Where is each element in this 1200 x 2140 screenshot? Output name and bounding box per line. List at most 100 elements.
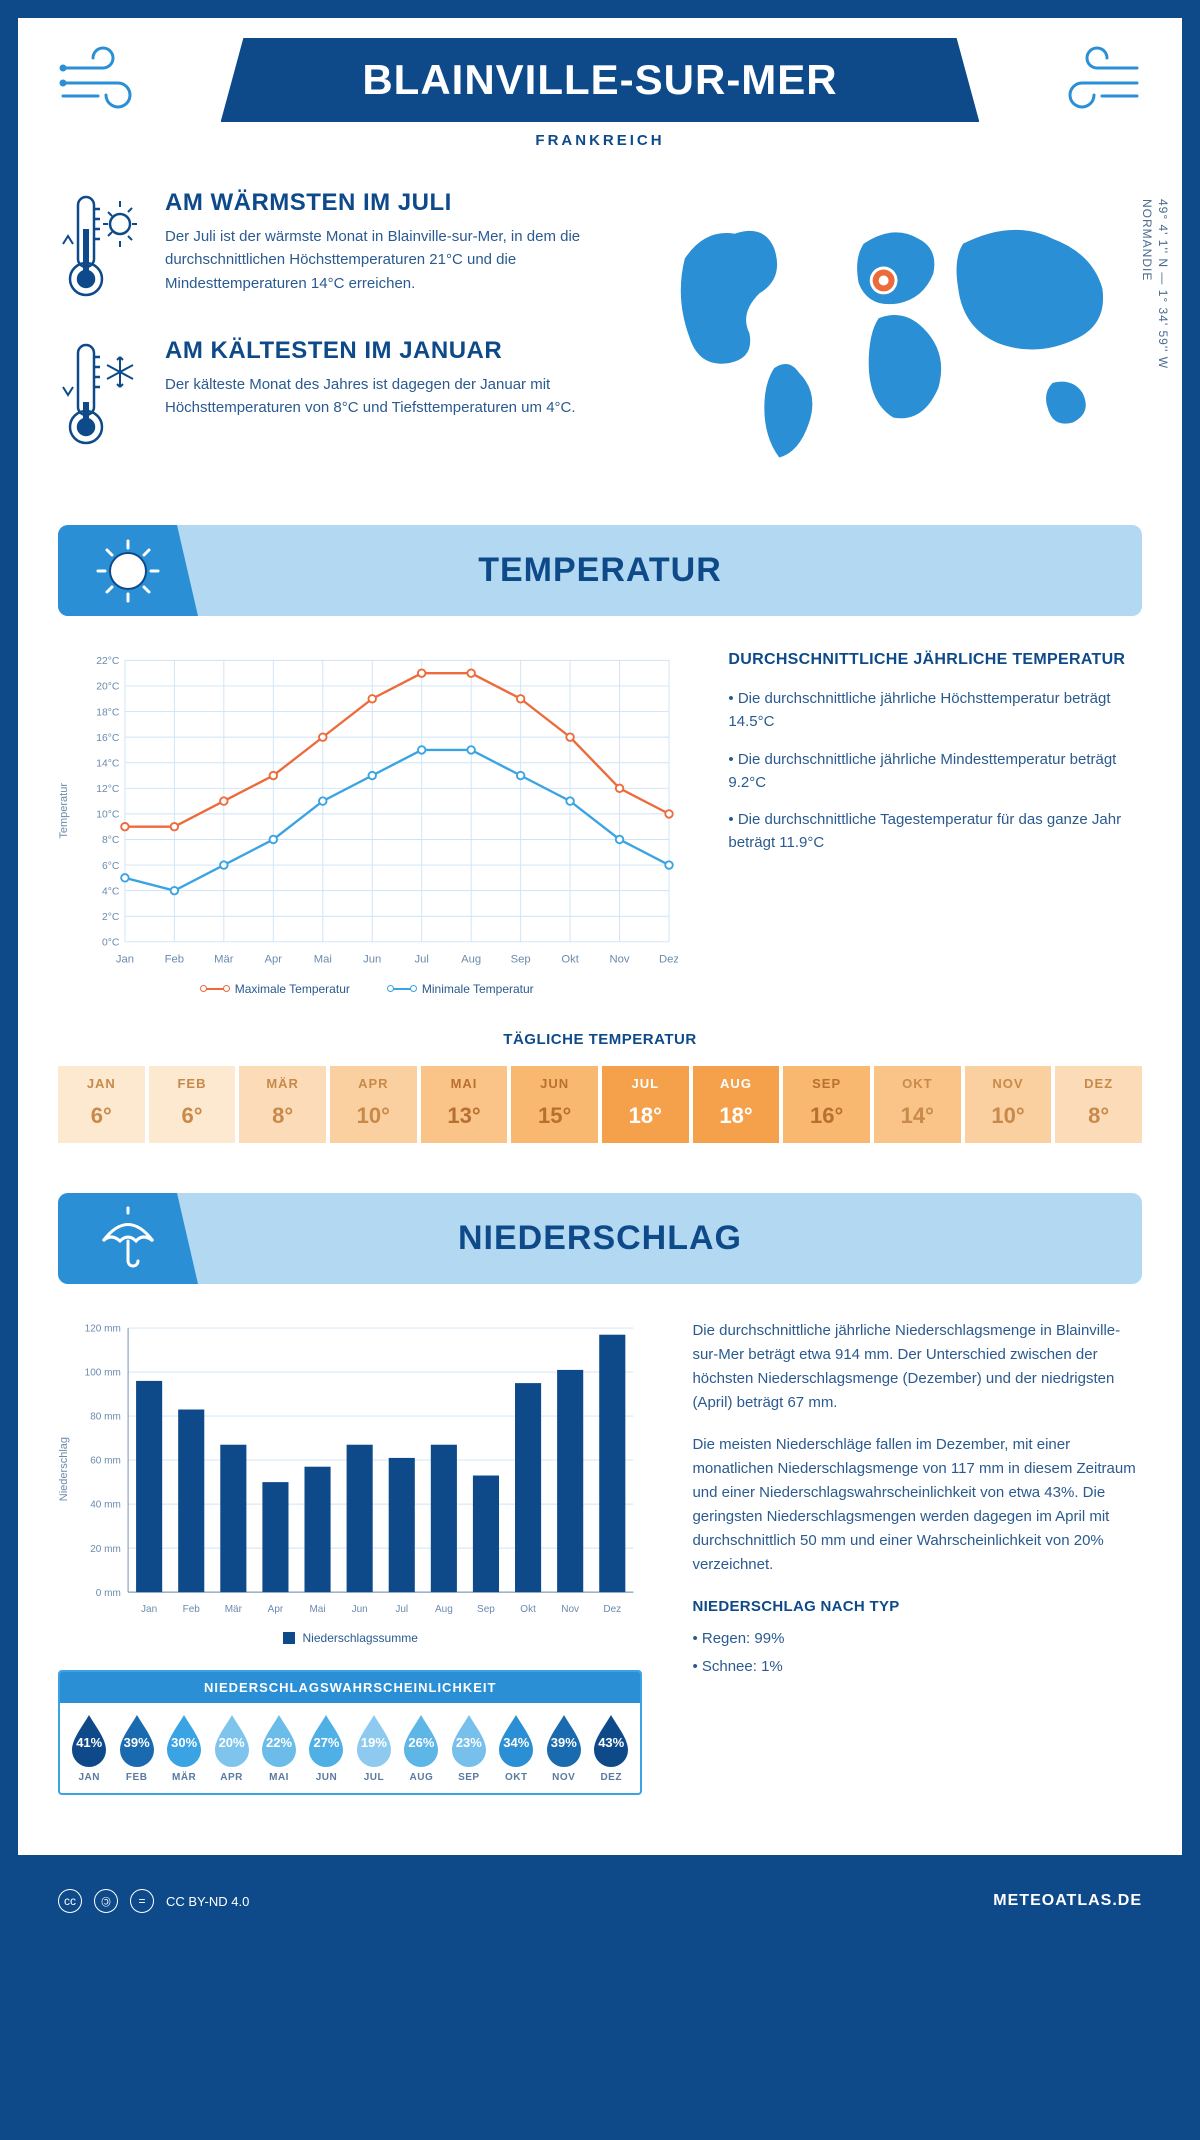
fact-cold-title: AM KÄLTESTEN IM JANUAR (165, 337, 605, 365)
probability-drop: 27%JUN (305, 1713, 347, 1783)
section-header-precipitation: NIEDERSCHLAG (58, 1193, 1142, 1284)
temp-cell: JUL18° (602, 1066, 689, 1143)
temp-summary-title: DURCHSCHNITTLICHE JÄHRLICHE TEMPERATUR (728, 651, 1142, 669)
svg-text:100 mm: 100 mm (85, 1368, 121, 1379)
temp-cell: FEB6° (149, 1066, 236, 1143)
svg-text:Jul: Jul (395, 1604, 408, 1615)
probability-drop: 34%OKT (495, 1713, 537, 1783)
svg-text:20°C: 20°C (96, 682, 120, 693)
temp-ylabel: Temperatur (58, 783, 70, 839)
temp-summary-p1: • Die durchschnittliche jährliche Höchst… (728, 687, 1142, 734)
precip-type-1: • Regen: 99% (692, 1627, 1142, 1651)
svg-text:Nov: Nov (610, 953, 630, 965)
svg-text:Jan: Jan (141, 1604, 157, 1615)
svg-text:Jul: Jul (415, 953, 429, 965)
temp-summary-p3: • Die durchschnittliche Tagestemperatur … (728, 808, 1142, 855)
svg-text:Mär: Mär (214, 953, 234, 965)
fact-warm-text: Der Juli ist der wärmste Monat in Blainv… (165, 225, 605, 295)
svg-text:Nov: Nov (561, 1604, 579, 1615)
svg-text:Sep: Sep (477, 1604, 495, 1615)
probability-drop: 23%SEP (448, 1713, 490, 1783)
precip-legend: Niederschlagssumme (58, 1631, 642, 1645)
temp-cell: MÄR8° (239, 1066, 326, 1143)
probability-drop: 26%AUG (400, 1713, 442, 1783)
temp-cell: APR10° (330, 1066, 417, 1143)
probability-drop: 43%DEZ (590, 1713, 632, 1783)
svg-text:Feb: Feb (165, 953, 184, 965)
svg-text:Jun: Jun (352, 1604, 368, 1615)
fact-warm-title: AM WÄRMSTEN IM JULI (165, 189, 605, 217)
cc-icon: cc (58, 1889, 82, 1913)
precip-p2: Die meisten Niederschläge fallen im Deze… (692, 1433, 1142, 1577)
probability-panel: NIEDERSCHLAGSWAHRSCHEINLICHKEIT 41%JAN39… (58, 1670, 642, 1795)
footer: cc 🄯 = CC BY-ND 4.0 METEOATLAS.DE (18, 1873, 1182, 1929)
svg-text:Mär: Mär (225, 1604, 243, 1615)
thermometer-sun-icon (58, 189, 143, 309)
svg-text:10°C: 10°C (96, 810, 120, 821)
svg-text:0 mm: 0 mm (96, 1588, 121, 1599)
country-label: FRANKREICH (58, 132, 1142, 149)
precip-ylabel: Niederschlag (58, 1437, 70, 1501)
svg-text:14°C: 14°C (96, 758, 120, 769)
svg-text:18°C: 18°C (96, 707, 120, 718)
temp-cell: SEP16° (783, 1066, 870, 1143)
license-label: CC BY-ND 4.0 (166, 1894, 249, 1909)
svg-text:40 mm: 40 mm (90, 1500, 121, 1511)
precipitation-bar-chart: 0 mm 20 mm 40 mm 60 mm 80 mm 100 mm 120 mm Jan F… (78, 1319, 642, 1619)
svg-text:Sep: Sep (511, 953, 531, 965)
probability-drop: 22%MAI (258, 1713, 300, 1783)
thermometer-snow-icon (58, 337, 143, 457)
brand-label: METEOATLAS.DE (993, 1892, 1142, 1910)
probability-drop: 30%MÄR (163, 1713, 205, 1783)
page-title: BLAINVILLE-SUR-MER (261, 56, 940, 104)
region-label: NORMANDIE (1140, 199, 1154, 281)
probability-drop: 20%APR (210, 1713, 252, 1783)
svg-text:Feb: Feb (183, 1604, 201, 1615)
nd-icon: = (130, 1889, 154, 1913)
svg-text:Apr: Apr (265, 953, 283, 965)
temp-cell: AUG18° (693, 1066, 780, 1143)
svg-text:Jun: Jun (363, 953, 381, 965)
daily-temp-title: TÄGLICHE TEMPERATUR (58, 1031, 1142, 1048)
svg-text:Mai: Mai (314, 953, 332, 965)
fact-coldest: AM KÄLTESTEN IM JANUAR Der kälteste Mona… (58, 337, 605, 457)
precip-type-2: • Schnee: 1% (692, 1655, 1142, 1679)
temp-cell: OKT14° (874, 1066, 961, 1143)
svg-text:Apr: Apr (268, 1604, 284, 1615)
svg-text:Dez: Dez (659, 953, 678, 965)
fact-warmest: AM WÄRMSTEN IM JULI Der Juli ist der wär… (58, 189, 605, 309)
svg-text:Dez: Dez (603, 1604, 621, 1615)
svg-text:12°C: 12°C (96, 784, 120, 795)
svg-text:Okt: Okt (520, 1604, 536, 1615)
probability-drop: 39%FEB (115, 1713, 157, 1783)
svg-text:Okt: Okt (561, 953, 579, 965)
precip-p1: Die durchschnittliche jährliche Niedersc… (692, 1319, 1142, 1415)
umbrella-icon (93, 1203, 163, 1273)
probability-drop: 41%JAN (68, 1713, 110, 1783)
daily-temp-table: JAN6°FEB6°MÄR8°APR10°MAI13°JUN15°JUL18°A… (58, 1066, 1142, 1143)
svg-text:Mai: Mai (309, 1604, 325, 1615)
wind-icon-right (1022, 38, 1142, 118)
temp-cell: DEZ8° (1055, 1066, 1142, 1143)
temp-cell: MAI13° (421, 1066, 508, 1143)
temp-cell: NOV10° (965, 1066, 1052, 1143)
temperature-line-chart: Temperatur 0°C2°C4°C6°C8°C10°C12°C14°C16… (58, 651, 678, 996)
coordinates-label: 49° 4' 1'' N — 1° 34' 59'' W (1156, 199, 1170, 369)
temp-cell: JUN15° (511, 1066, 598, 1143)
svg-text:20 mm: 20 mm (90, 1544, 121, 1555)
section-title-precipitation: NIEDERSCHLAG (78, 1219, 1122, 1258)
svg-text:16°C: 16°C (96, 733, 120, 744)
svg-text:80 mm: 80 mm (90, 1412, 121, 1423)
svg-text:120 mm: 120 mm (85, 1324, 121, 1335)
svg-text:4°C: 4°C (102, 886, 120, 897)
fact-cold-text: Der kälteste Monat des Jahres ist dagege… (165, 373, 605, 420)
temp-legend: Maximale Temperatur Minimale Temperatur (58, 982, 678, 996)
title-banner: BLAINVILLE-SUR-MER (221, 38, 980, 122)
svg-text:6°C: 6°C (102, 861, 120, 872)
world-map: NORMANDIE 49° 4' 1'' N — 1° 34' 59'' W (645, 189, 1142, 472)
precip-type-title: NIEDERSCHLAG NACH TYP (692, 1595, 1142, 1619)
section-header-temperature: TEMPERATUR (58, 525, 1142, 616)
svg-text:60 mm: 60 mm (90, 1456, 121, 1467)
probability-drop: 19%JUL (353, 1713, 395, 1783)
svg-text:Jan: Jan (116, 953, 134, 965)
